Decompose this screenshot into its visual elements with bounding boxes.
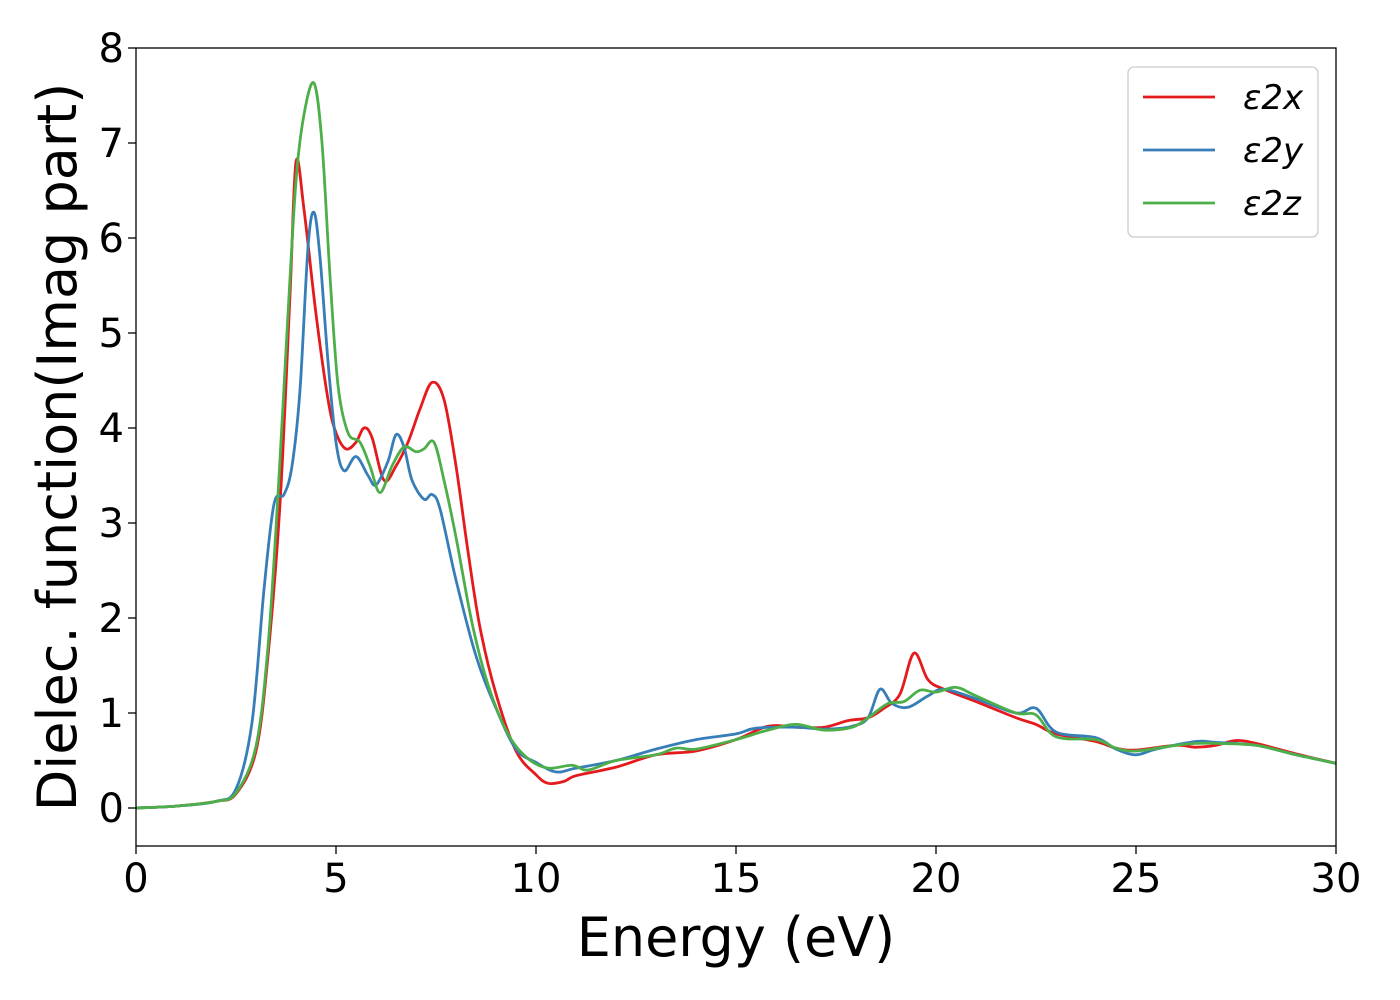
legend-items: ε2x ε2y ε2z	[1143, 78, 1304, 224]
x-tick-label: 0	[123, 856, 148, 902]
y-axis-title: Dielec. function(Imag part)	[26, 83, 89, 812]
legend-label-3: ε2z	[1243, 184, 1302, 224]
series-line-2	[135, 210, 1337, 810]
y-tick-label: 4	[99, 406, 124, 452]
legend-box	[1127, 66, 1319, 238]
y-tick-label: 8	[99, 26, 124, 72]
y-axis: 0 1 2 3 4 5 6 7 8	[99, 26, 136, 832]
y-tick-label: 1	[99, 691, 124, 737]
y-tick-label: 7	[99, 121, 124, 167]
y-tick-label: 3	[99, 501, 124, 547]
x-tick-label: 5	[323, 856, 348, 902]
x-axis: 0 5 10 15 20 25 30	[123, 846, 1361, 902]
series-line-1	[135, 157, 1337, 810]
x-tick-label: 10	[511, 856, 562, 902]
y-tick-label: 6	[99, 216, 124, 262]
x-axis-title: Energy (eV)	[577, 906, 896, 969]
y-tick-label: 0	[99, 786, 124, 832]
x-tick-label: 15	[711, 856, 762, 902]
legend: ε2x ε2y ε2z	[1127, 66, 1319, 238]
y-tick-label: 5	[99, 311, 124, 357]
legend-label-1: ε2x	[1243, 78, 1304, 118]
series-line-3	[135, 81, 1337, 810]
x-tick-label: 20	[911, 856, 962, 902]
y-tick-label: 2	[99, 596, 124, 642]
x-tick-label: 30	[1311, 856, 1362, 902]
x-tick-label: 25	[1111, 856, 1162, 902]
series-layer	[135, 81, 1337, 810]
legend-label-2: ε2y	[1243, 131, 1304, 171]
